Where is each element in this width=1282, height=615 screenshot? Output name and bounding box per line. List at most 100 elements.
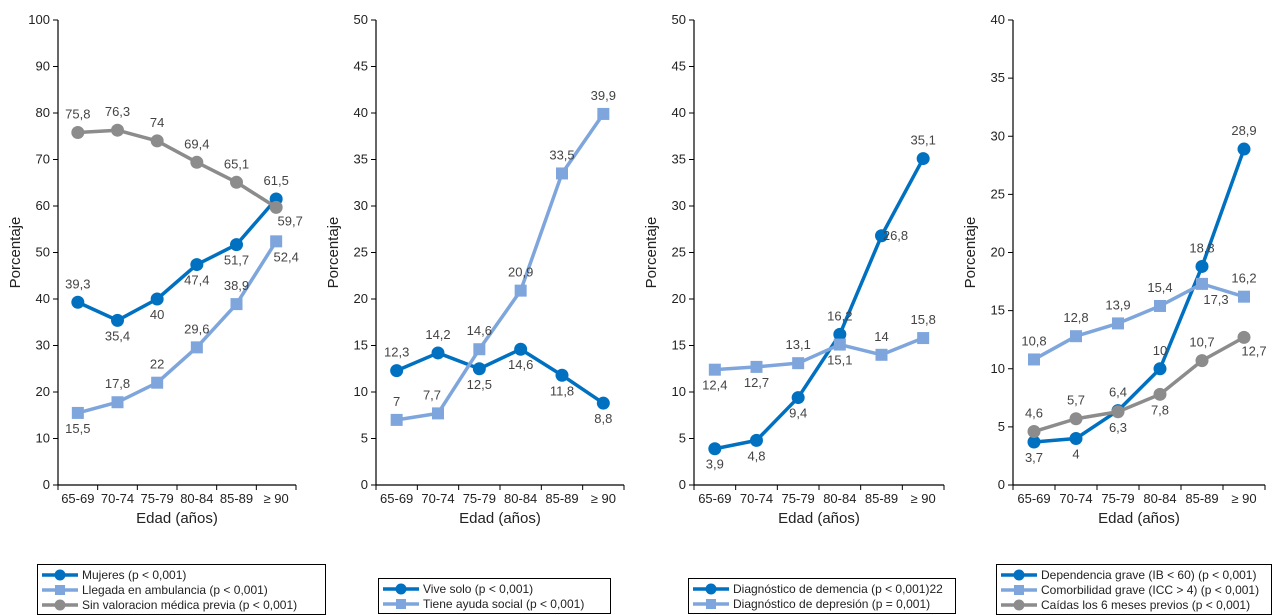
data-point-marker	[555, 368, 569, 382]
data-point-marker	[71, 126, 85, 140]
x-tick-label: ≥ 90	[591, 491, 616, 506]
data-point-marker	[230, 238, 243, 252]
data-label: 26,8	[883, 228, 908, 243]
y-tick-label: 25	[991, 186, 1005, 201]
legend-label: Caídas los 6 meses previos (p < 0,001)	[1041, 597, 1251, 612]
y-tick-label: 20	[672, 291, 686, 306]
y-tick-label: 30	[672, 198, 686, 213]
legend-entry: Vive solo (p < 0,001)	[383, 581, 606, 596]
data-point-marker	[190, 341, 203, 354]
x-tick-label: 80-84	[180, 491, 213, 506]
x-tick-label: 85-89	[220, 491, 253, 506]
data-label: 61,5	[264, 173, 289, 188]
x-axis-title: Edad (años)	[1098, 510, 1180, 527]
data-label: 12,3	[384, 345, 409, 360]
y-tick-label: 15	[991, 303, 1005, 318]
x-tick-label: 80-84	[504, 491, 537, 506]
data-point-marker	[111, 396, 124, 409]
y-tick-label: 20	[991, 245, 1005, 260]
data-point-marker	[1195, 354, 1209, 368]
y-tick-label: 10	[991, 361, 1005, 376]
data-label: 76,3	[105, 104, 130, 119]
legend-swatch	[383, 598, 419, 610]
data-point-marker	[792, 357, 805, 370]
legend-label: Dependencia grave (IB < 60) (p < 0,001)	[1041, 567, 1257, 582]
y-tick-label: 0	[679, 477, 686, 492]
series-line	[395, 347, 605, 405]
y-tick-label: 20	[354, 291, 368, 306]
data-label: 13,9	[1105, 297, 1130, 312]
data-point-marker	[270, 235, 283, 248]
data-label: 3,9	[706, 457, 724, 472]
series-line	[396, 112, 605, 422]
data-label: 12,7	[1241, 343, 1266, 358]
x-tick-label: 75-79	[782, 491, 815, 506]
x-tick-label: 70-74	[101, 491, 134, 506]
x-tick-label: ≥ 90	[1231, 491, 1256, 506]
data-point-marker	[390, 364, 404, 378]
data-point-marker	[791, 391, 805, 405]
legend-box-3: Diagnóstico de demencia (p < 0,001)22 Dia…	[688, 578, 956, 614]
x-tick-label: 85-89	[1185, 491, 1218, 506]
x-tick-label: ≥ 90	[264, 491, 289, 506]
data-label: 17,3	[1203, 292, 1228, 307]
data-label: 10,8	[1021, 333, 1046, 348]
y-tick-label: 40	[36, 291, 50, 306]
data-label: 15,8	[911, 312, 936, 327]
data-point-marker	[1153, 362, 1167, 376]
data-point-marker	[390, 413, 403, 426]
data-point-marker	[1196, 277, 1208, 290]
data-point-marker	[1154, 299, 1166, 312]
x-tick-label: 70-74	[421, 491, 454, 506]
data-label: 17,8	[105, 376, 130, 391]
y-tick-label: 100	[28, 12, 50, 27]
legend-entry: Diagnóstico de demencia (p < 0,001)22	[693, 581, 951, 596]
data-point-marker	[432, 407, 444, 420]
y-tick-label: 15	[672, 338, 686, 353]
y-tick-label: 5	[679, 431, 686, 446]
data-label: 9,4	[789, 406, 807, 421]
y-tick-label: 35	[991, 70, 1005, 85]
data-label: 47,4	[184, 273, 209, 288]
legend-box-4: Dependencia grave (IB < 60) (p < 0,001) C…	[996, 564, 1272, 615]
data-label: 75,8	[65, 107, 90, 122]
data-point-marker	[1069, 432, 1083, 445]
legend-entry: Caídas los 6 meses previos (p < 0,001)	[1001, 597, 1267, 612]
y-tick-label: 10	[36, 431, 50, 446]
data-label: 12,7	[744, 375, 769, 390]
data-label: 15,1	[827, 353, 852, 368]
data-label: 18,8	[1189, 240, 1214, 255]
y-tick-label: 25	[354, 245, 368, 260]
x-tick-label: 80-84	[823, 491, 856, 506]
data-point-marker	[1027, 435, 1041, 449]
x-axis-title: Edad (años)	[778, 510, 860, 527]
data-label: 14,6	[508, 357, 533, 372]
x-tick-label: ≥ 90	[911, 491, 936, 506]
data-label: 4,8	[747, 448, 765, 463]
data-point-marker	[1070, 330, 1082, 343]
legend-label: Llegada en ambulancia (p < 0,001)	[82, 582, 268, 597]
data-point-marker	[1112, 317, 1124, 330]
data-point-marker	[472, 362, 486, 376]
y-tick-label: 30	[36, 338, 50, 353]
data-point-marker	[111, 313, 124, 327]
y-tick-label: 15	[354, 338, 368, 353]
data-label: 33,5	[549, 147, 574, 162]
legend-label: Diagnóstico de depresión (p = 0,001)	[733, 596, 931, 611]
data-point-marker	[71, 406, 84, 419]
data-label: 15,4	[1147, 280, 1172, 295]
legend-label: Comorbilidad grave (ICC > 4) (p < 0,001)	[1041, 582, 1260, 597]
data-label: 15,5	[65, 421, 90, 436]
data-label: 20,9	[508, 265, 533, 280]
y-tick-label: 0	[43, 477, 50, 492]
legend-entry: Llegada en ambulancia (p < 0,001)	[42, 582, 321, 597]
y-tick-label: 35	[672, 152, 686, 167]
data-point-marker	[708, 442, 722, 456]
x-tick-label: 75-79	[1101, 491, 1134, 506]
data-label: 10,7	[1189, 335, 1214, 350]
data-label: 22	[150, 357, 164, 372]
data-point-marker	[1069, 412, 1083, 426]
y-tick-label: 40	[991, 12, 1005, 27]
y-tick-label: 25	[672, 245, 686, 260]
data-label: 35,1	[911, 133, 936, 148]
